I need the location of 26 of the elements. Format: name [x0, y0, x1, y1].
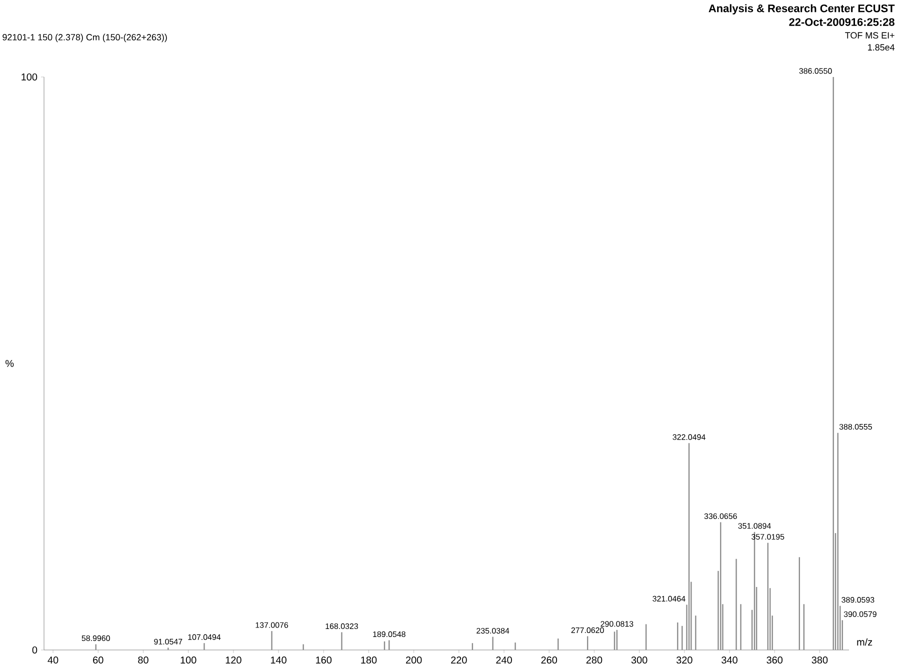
x-tick-label: 320: [676, 656, 692, 664]
x-tick-label: 100: [180, 656, 196, 664]
x-tick-label: 360: [766, 656, 783, 664]
x-tick-label: 120: [226, 656, 242, 664]
chart-subtitle: 22-Oct-200916:25:28: [789, 18, 894, 26]
x-tick-label: 240: [496, 656, 512, 664]
x-tick-label: 40: [48, 656, 58, 664]
x-tick-label: 300: [631, 656, 648, 664]
x-tick-label: 80: [138, 656, 148, 664]
text: TOF MS EI+: [845, 32, 894, 39]
x-tick-label: 220: [451, 656, 467, 664]
text: 1.85e4: [868, 44, 895, 51]
y-tick-label: 0: [32, 646, 38, 654]
x-tick-label: 180: [361, 656, 377, 664]
x-tick-label: 140: [270, 656, 286, 664]
text: 92101-1 150 (2.378) Cm (150-(262+263)): [2, 34, 167, 42]
x-tick-label: 260: [541, 656, 558, 664]
x-tick-label: 340: [722, 656, 738, 664]
x-tick-label: 280: [586, 656, 602, 664]
x-tick-label: 380: [812, 656, 828, 664]
x-tick-label: 200: [406, 656, 422, 664]
y-axis-title: %: [6, 360, 14, 367]
x-axis-title: m/z: [857, 638, 872, 646]
x-tick-label: 60: [93, 656, 104, 664]
x-tick-label: 160: [316, 656, 332, 664]
chart-title: Analysis & Research Center ECUST: [708, 4, 895, 14]
